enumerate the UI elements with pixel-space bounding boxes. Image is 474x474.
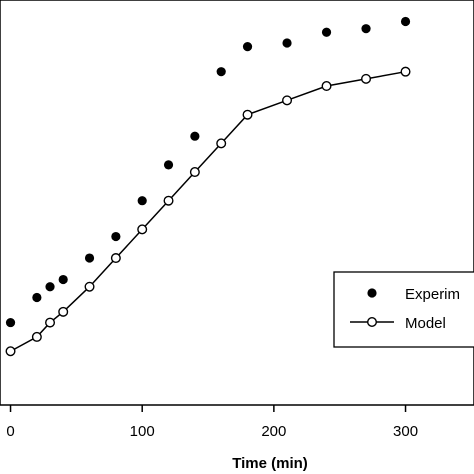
experim-point <box>32 292 42 303</box>
experim-point <box>190 131 200 141</box>
model-point <box>282 95 293 106</box>
x-axis-label: Time (min) <box>232 455 308 472</box>
model-point <box>163 195 174 206</box>
experim-point <box>163 160 174 170</box>
experim-point <box>58 274 68 285</box>
experim-point <box>216 67 226 77</box>
model-point <box>58 306 69 317</box>
experim-point <box>111 231 121 242</box>
legend: Experim Model <box>333 271 474 348</box>
experim-point <box>400 16 411 27</box>
model-point <box>189 167 200 178</box>
legend-experiment-marker <box>367 288 377 298</box>
legend-model-marker <box>367 317 378 328</box>
model-point <box>361 73 372 84</box>
model-point <box>5 346 16 357</box>
model-point <box>137 224 148 235</box>
experim-point <box>45 282 55 292</box>
experim-point <box>242 41 253 52</box>
experim-point <box>137 196 147 206</box>
legend-model-label: Model <box>405 315 446 332</box>
experim-point <box>282 38 292 48</box>
model-point <box>45 317 56 328</box>
experim-point <box>361 24 371 34</box>
model-point <box>242 109 253 120</box>
x-tick-label: 200 <box>261 423 286 440</box>
legend-box <box>333 271 474 348</box>
model-point <box>31 331 42 342</box>
series-layer <box>5 16 411 357</box>
x-tick-label: 100 <box>130 423 155 440</box>
model-point <box>110 253 121 264</box>
model-point <box>400 66 411 77</box>
experim-point <box>5 317 16 328</box>
plot-frame <box>0 0 474 406</box>
experim-point <box>84 253 95 263</box>
x-tick-label: 0 <box>6 423 14 440</box>
model-point <box>321 81 332 92</box>
model-point <box>216 138 227 149</box>
x-tick-label: 300 <box>393 423 418 440</box>
legend-experiment-label: Experim <box>405 286 460 303</box>
model-point <box>84 281 95 292</box>
experim-point <box>321 27 332 37</box>
x-axis-ticks: 0 100 200 300 <box>6 405 418 440</box>
